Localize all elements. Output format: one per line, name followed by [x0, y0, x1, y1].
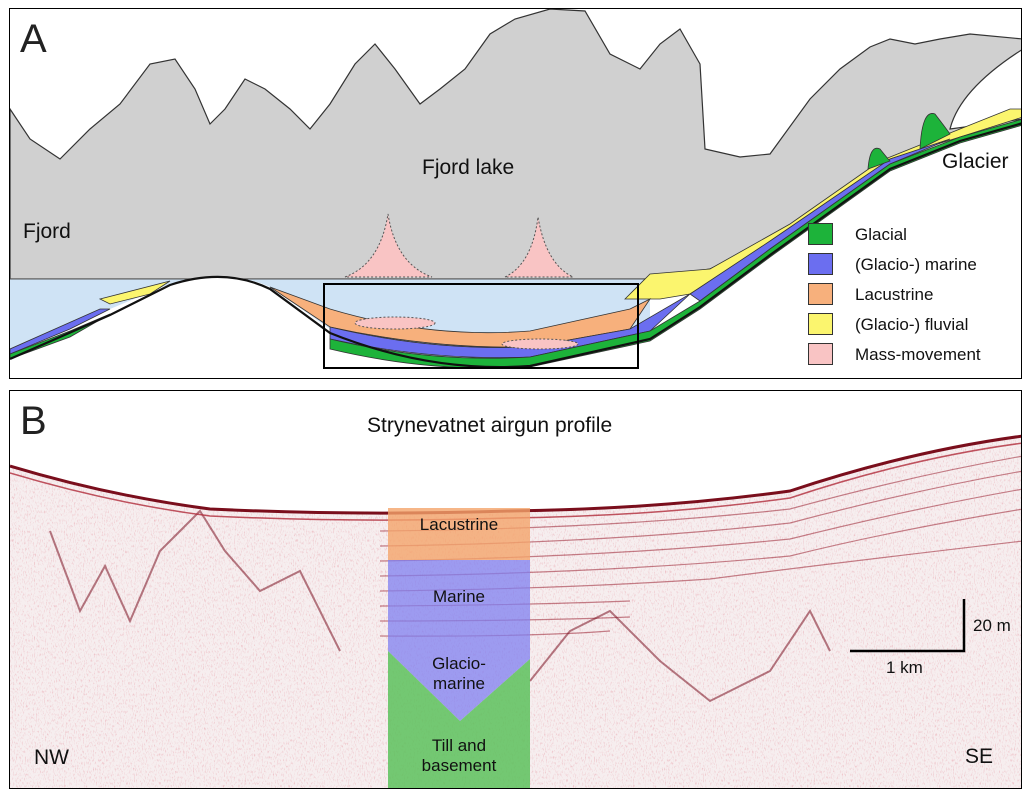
- panel-a-label: A: [20, 17, 47, 61]
- moraine-2: [919, 113, 951, 150]
- mass-movement-cone-2: [504, 216, 574, 278]
- glacier-label: Glacier: [942, 150, 1009, 173]
- fjord-schematic: [10, 9, 1021, 378]
- legend-swatch: [808, 313, 833, 335]
- seismic-profile: [10, 434, 1021, 788]
- moraine-1: [867, 147, 891, 170]
- scale-vertical-label: 20 m: [973, 616, 1011, 635]
- fjord-lake-label: Fjord lake: [422, 156, 515, 179]
- mountain-silhouette: [10, 9, 1021, 280]
- mass-movement-cone-1: [344, 213, 433, 278]
- legend-swatch: [808, 283, 833, 305]
- scale-bar: [850, 599, 966, 653]
- inset-box: [323, 283, 639, 369]
- unit-marine: [388, 560, 530, 650]
- unit-till-basement: [388, 651, 530, 788]
- glacier: [949, 49, 1021, 130]
- panel-b-label: B: [20, 399, 47, 443]
- fjord-label: Fjord: [23, 220, 71, 243]
- unit-lacustrine: [388, 508, 530, 560]
- panel-b: B Strynevatnet airgun profile Lacustrine…: [9, 390, 1022, 789]
- label-till-basement: Till and basement: [421, 736, 497, 776]
- legend-swatch: [808, 343, 833, 365]
- nw-label: NW: [34, 746, 69, 769]
- label-marine: Marine: [433, 587, 485, 606]
- legend-swatch: [808, 223, 833, 245]
- profile-title: Strynevatnet airgun profile: [367, 414, 613, 437]
- panel-a: A Fjord Fjord lake Glacier Glacial (Glac…: [9, 8, 1022, 379]
- unit-glaciomarine: [388, 650, 530, 721]
- glacial-layer: [10, 119, 1021, 369]
- label-lacustrine: Lacustrine: [419, 515, 499, 534]
- scale-horizontal-label: 1 km: [886, 658, 923, 677]
- label-glaciomarine: Glacio- marine: [432, 654, 486, 694]
- legend-swatch: [808, 253, 833, 275]
- se-label: SE: [965, 745, 994, 768]
